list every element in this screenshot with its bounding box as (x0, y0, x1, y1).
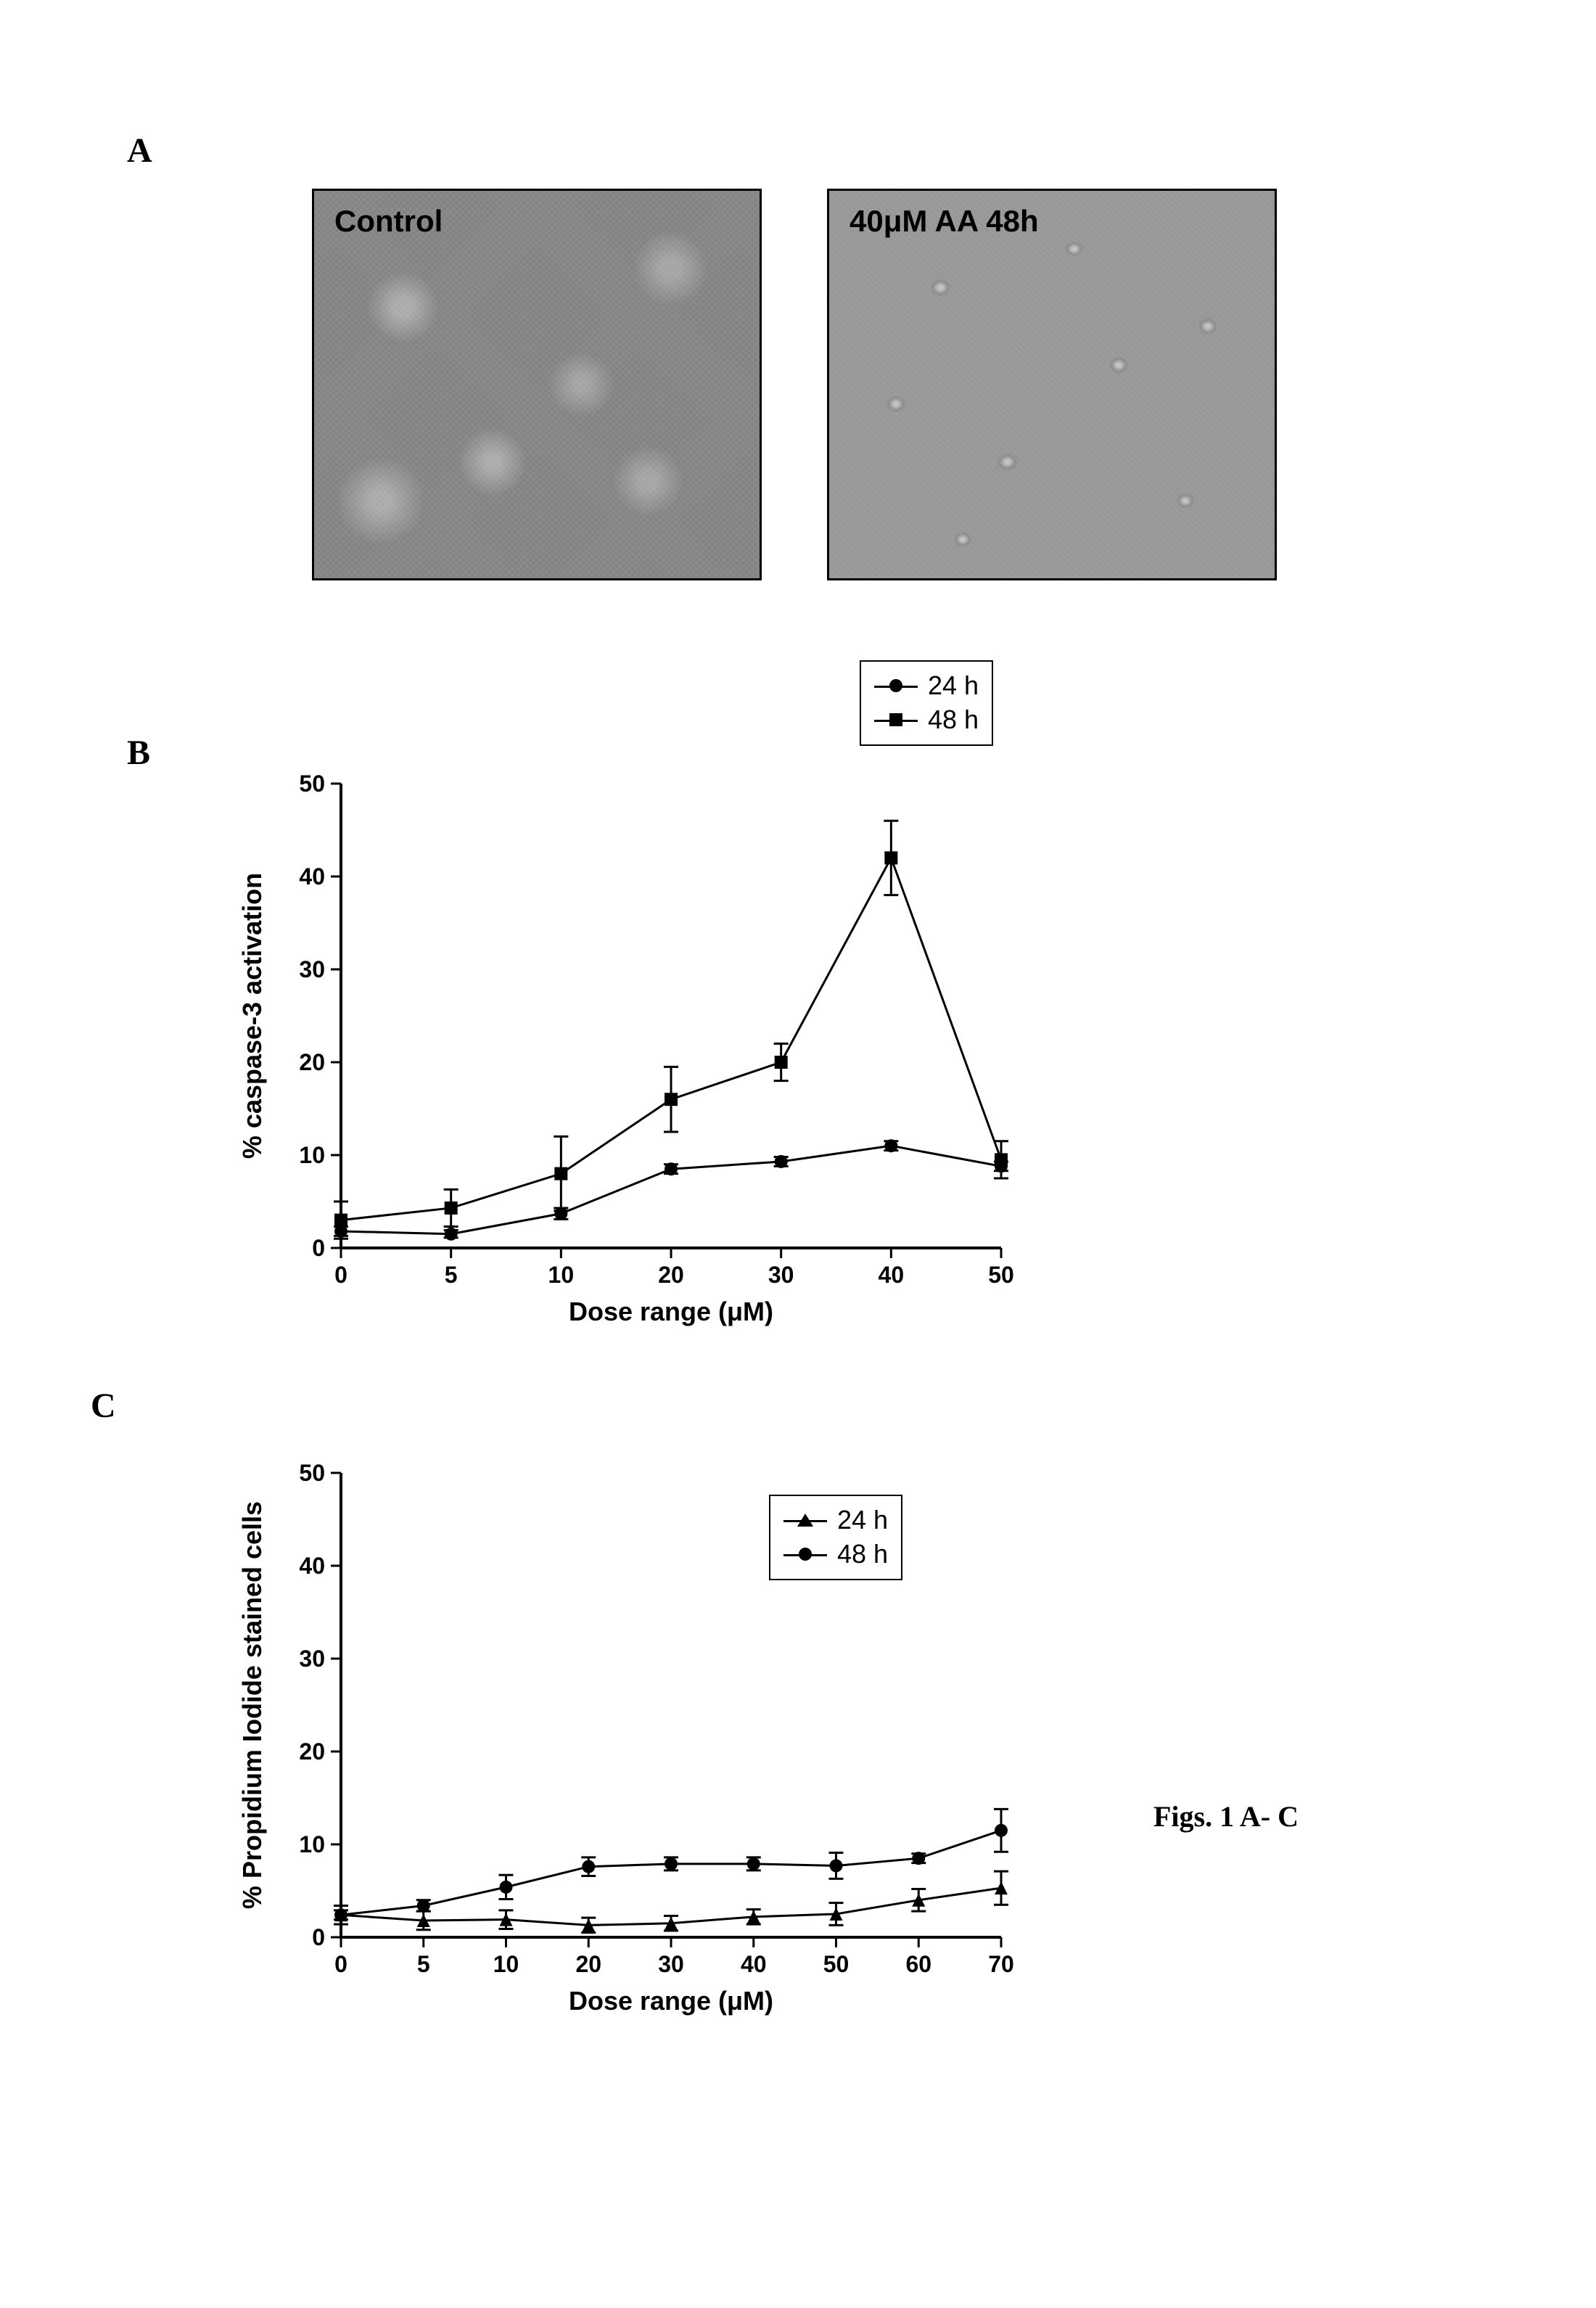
svg-text:40: 40 (299, 1553, 325, 1579)
svg-text:5: 5 (445, 1262, 458, 1288)
svg-text:0: 0 (334, 1951, 347, 1977)
svg-text:10: 10 (299, 1831, 325, 1857)
panel-b-label: B (127, 733, 150, 773)
svg-text:50: 50 (299, 771, 325, 797)
svg-text:50: 50 (823, 1951, 850, 1977)
micrograph-texture (829, 191, 1275, 578)
panel-a-label: A (127, 131, 152, 171)
svg-text:70: 70 (988, 1951, 1014, 1977)
chart-b-svg: 0 10 20 30 40 50 0 5 10 20 30 40 50 % caspase-3 activ… (210, 769, 1023, 1335)
panel-c-label: C (91, 1386, 116, 1426)
svg-text:30: 30 (299, 1646, 325, 1672)
svg-text:30: 30 (658, 1951, 684, 1977)
legend-marker-circle-icon (783, 1547, 827, 1561)
svg-text:% Propidium Iodide stained cel: % Propidium Iodide stained cells (237, 1501, 267, 1909)
svg-text:20: 20 (299, 1049, 325, 1075)
svg-text:0: 0 (334, 1262, 347, 1288)
micrograph-treated: 40μM AA 48h (827, 189, 1277, 580)
svg-text:20: 20 (658, 1262, 684, 1288)
svg-text:30: 30 (768, 1262, 794, 1288)
svg-text:10: 10 (548, 1262, 575, 1288)
legend-label: 24 h (928, 669, 979, 703)
svg-text:40: 40 (741, 1951, 767, 1977)
svg-text:% caspase-3 activation: % caspase-3 activation (237, 873, 267, 1159)
legend-label: 48 h (837, 1537, 888, 1572)
legend-marker-triangle-icon (783, 1513, 827, 1527)
legend-row: 48 h (874, 703, 979, 737)
svg-text:Dose range (μM): Dose range (μM) (569, 1986, 773, 2016)
svg-text:20: 20 (575, 1951, 601, 1977)
svg-text:10: 10 (493, 1951, 519, 1977)
legend-label: 48 h (928, 703, 979, 737)
chart-b-legend: 24 h 48 h (860, 660, 993, 746)
legend-row: 48 h (783, 1537, 888, 1572)
svg-text:40: 40 (299, 863, 325, 890)
legend-marker-circle-icon (874, 678, 918, 693)
svg-text:60: 60 (905, 1951, 931, 1977)
svg-text:50: 50 (299, 1460, 325, 1486)
svg-text:50: 50 (988, 1262, 1014, 1288)
figure-caption: Figs. 1 A- C (1153, 1799, 1299, 1833)
chart-b: 0 10 20 30 40 50 0 5 10 20 30 40 50 % caspase-3 activ… (210, 769, 1023, 1335)
svg-text:0: 0 (312, 1924, 325, 1950)
svg-text:20: 20 (299, 1738, 325, 1765)
chart-c-legend: 24 h 48 h (769, 1495, 902, 1580)
svg-text:5: 5 (417, 1951, 430, 1977)
legend-row: 24 h (783, 1503, 888, 1537)
svg-text:0: 0 (312, 1235, 325, 1261)
svg-text:40: 40 (879, 1262, 905, 1288)
svg-text:Dose range (μM): Dose range (μM) (569, 1297, 773, 1326)
micrograph-control-label: Control (334, 204, 443, 239)
micrograph-texture (314, 191, 760, 578)
legend-marker-square-icon (874, 712, 918, 727)
micrograph-treated-label: 40μM AA 48h (850, 204, 1039, 239)
legend-label: 24 h (837, 1503, 888, 1537)
legend-row: 24 h (874, 669, 979, 703)
svg-text:30: 30 (299, 956, 325, 982)
svg-text:10: 10 (299, 1142, 325, 1168)
micrograph-control: Control (312, 189, 762, 580)
panel-a-images: Control 40μM AA 48h (312, 189, 1277, 580)
